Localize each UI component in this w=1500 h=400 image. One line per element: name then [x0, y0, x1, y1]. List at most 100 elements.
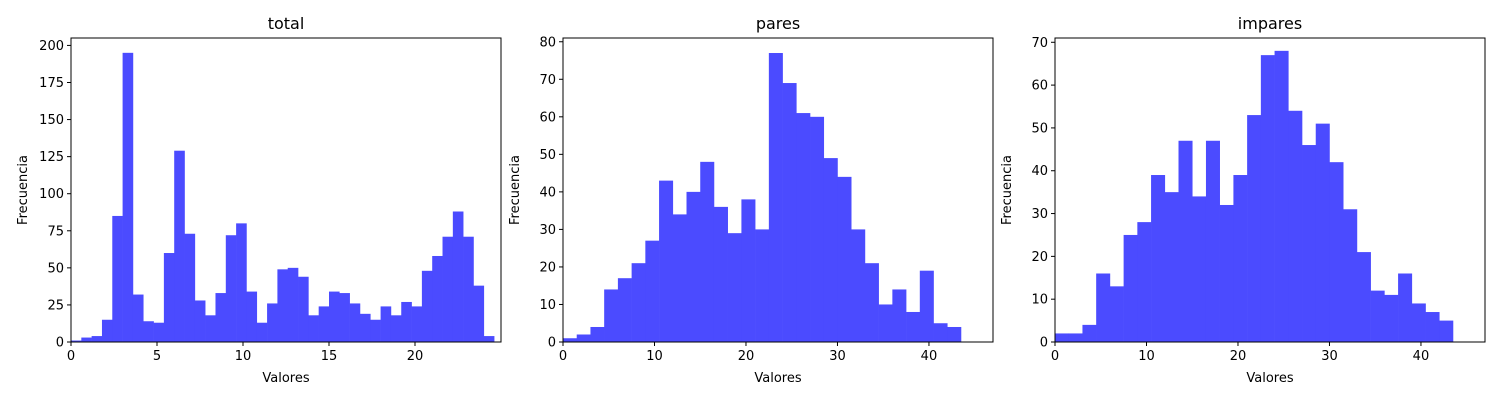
x-tick-label: 0	[1051, 349, 1059, 364]
histogram-bar	[1164, 192, 1179, 342]
histogram-bar	[143, 321, 154, 342]
histogram-bar	[163, 253, 175, 342]
histogram-bar	[215, 293, 227, 342]
y-tick-label: 10	[539, 298, 556, 313]
histogram-bar	[122, 52, 134, 342]
histogram-bar	[713, 206, 728, 342]
histogram-bar	[1302, 145, 1317, 342]
axes-frame	[562, 37, 994, 343]
histogram-bar	[421, 270, 433, 342]
histogram-bars	[1055, 50, 1454, 343]
histogram-bar	[225, 235, 237, 342]
histogram-bar	[298, 276, 309, 342]
x-tick-label: 30	[829, 349, 846, 364]
histogram-bar	[359, 313, 371, 342]
y-tick-label: 20	[539, 260, 556, 275]
histogram-bar	[390, 315, 402, 342]
histogram-bar	[1425, 312, 1440, 342]
chart-title: impares	[1238, 14, 1302, 33]
x-axis-label: Valores	[262, 371, 309, 386]
y-tick-label: 200	[39, 39, 64, 54]
x-tick-label: 40	[1413, 349, 1430, 364]
histogram-bar	[837, 176, 852, 342]
histogram-bar	[878, 304, 893, 342]
y-tick-label: 40	[539, 185, 556, 200]
histogram-bar	[590, 326, 605, 342]
histogram-bar	[796, 113, 811, 342]
histogram-bar	[1356, 252, 1371, 342]
histogram-bar	[1398, 273, 1413, 342]
y-tick-label: 60	[539, 110, 556, 125]
histogram-bar	[1151, 175, 1166, 342]
x-tick-label: 20	[1230, 349, 1247, 364]
histogram-bar	[727, 233, 742, 342]
y-tick-label: 50	[1031, 121, 1048, 136]
histogram-bar	[483, 336, 495, 342]
histogram-bar	[318, 306, 330, 342]
histogram-bar	[686, 191, 701, 342]
y-tick-label: 80	[539, 35, 556, 50]
y-tick-label: 0	[1040, 336, 1048, 351]
histogram-bar	[864, 263, 879, 342]
histogram-bar	[1411, 303, 1426, 342]
histogram-bar	[1288, 110, 1303, 343]
histogram-bar	[205, 315, 216, 342]
histogram-bar	[452, 211, 464, 342]
histogram-bar	[432, 255, 443, 342]
histogram-bar	[782, 83, 797, 342]
x-tick-label: 20	[738, 349, 755, 364]
histogram-bar	[919, 270, 934, 342]
histogram-bar	[563, 338, 578, 342]
chart-title: total	[268, 14, 305, 33]
histogram-bar	[349, 303, 361, 342]
x-tick-label: 15	[321, 349, 338, 364]
y-tick-label: 0	[56, 336, 64, 351]
y-tick-label: 30	[1031, 207, 1048, 222]
histogram-panel-pares: 0 10 20 30 40 50 60 70 80 0 10 20 30 40 pares Valores Fr…	[508, 14, 994, 386]
histogram-bar	[1247, 115, 1262, 342]
y-tick-label: 100	[39, 187, 64, 202]
x-tick-label: 10	[1138, 349, 1155, 364]
histogram-bar	[277, 269, 289, 342]
axes-frame	[70, 37, 502, 343]
axes-frame	[1054, 37, 1486, 343]
histogram-bar	[906, 311, 921, 342]
y-tick-label: 70	[1031, 36, 1048, 51]
histogram-bar	[823, 158, 838, 342]
y-tick-label: 40	[1031, 164, 1048, 179]
chart-title: pares	[756, 14, 800, 33]
histogram-bar	[892, 289, 907, 342]
histogram-bar	[1137, 222, 1152, 342]
histogram-bar	[308, 315, 319, 342]
histogram-bar	[370, 319, 381, 342]
histogram-bar	[1439, 320, 1454, 342]
y-tick-label: 30	[539, 223, 556, 238]
histogram-bar	[1082, 324, 1097, 342]
histogram-bar	[672, 214, 687, 342]
histogram-bar	[329, 291, 340, 342]
histogram-bar	[401, 301, 412, 342]
histogram-bar	[645, 240, 660, 342]
histogram-bar	[256, 322, 268, 342]
histogram-panel-total: 0 25 50 75 100 125 150 175 200 0 5 10 15 20 total Valor…	[16, 14, 502, 386]
histogram-bar	[1260, 55, 1275, 342]
histogram-bar	[1219, 204, 1234, 342]
histogram-bar	[1205, 140, 1220, 342]
histogram-bar	[1055, 333, 1070, 342]
histogram-bar	[184, 233, 196, 342]
x-axis-label: Valores	[754, 371, 801, 386]
histogram-bar	[1192, 196, 1207, 342]
y-tick-label: 125	[39, 150, 64, 165]
histogram-bar	[947, 326, 962, 342]
histogram-bar	[741, 199, 756, 342]
x-tick-label: 0	[67, 349, 75, 364]
histogram-bar	[194, 300, 206, 342]
histogram-bar	[700, 161, 715, 342]
histogram-bar	[411, 306, 423, 342]
y-axis-label: Frecuencia	[508, 155, 523, 225]
histogram-bar	[933, 323, 948, 342]
y-tick-label: 25	[47, 298, 64, 313]
histogram-bar	[287, 267, 299, 342]
histogram-bar	[1315, 123, 1330, 342]
